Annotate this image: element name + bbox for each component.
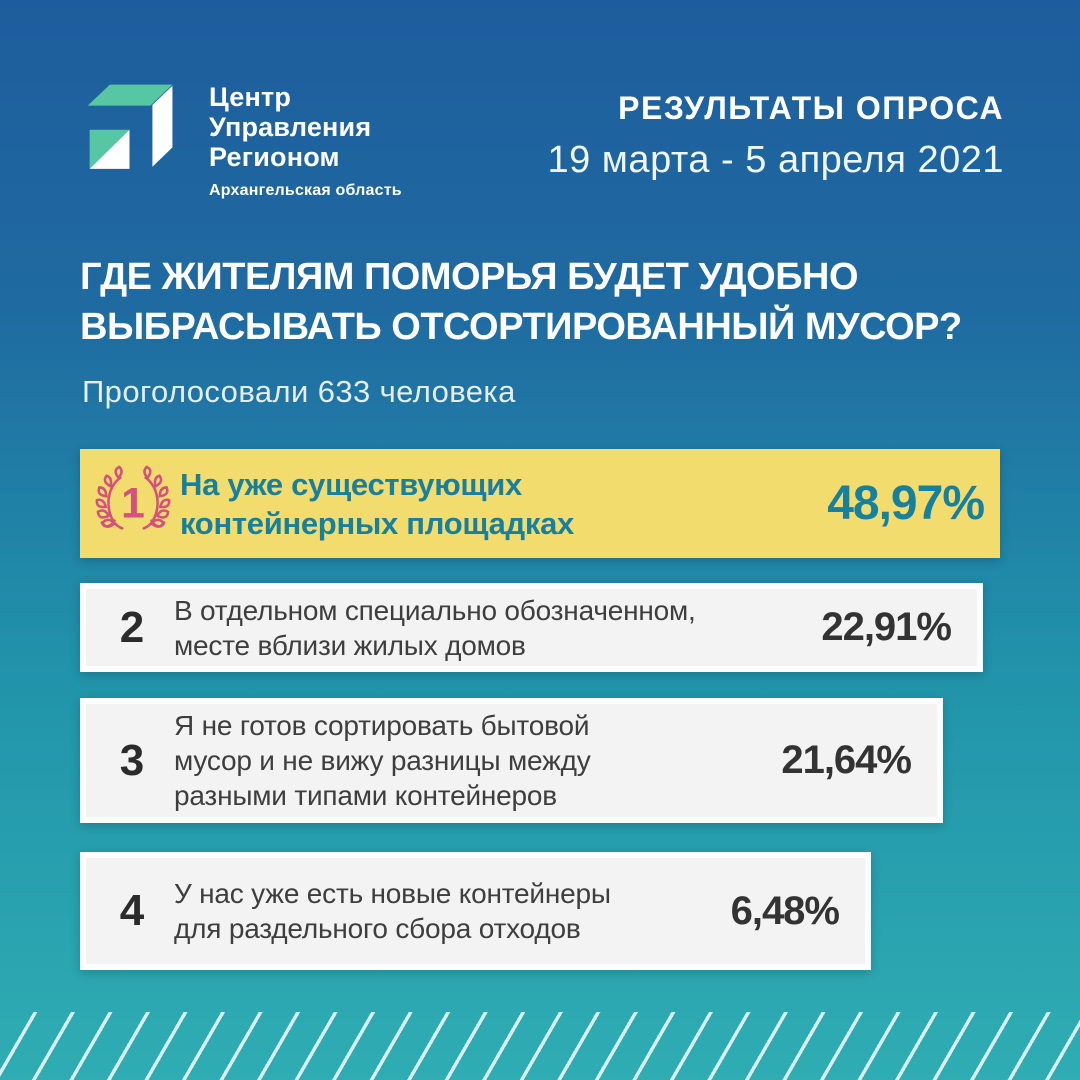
laurel-wreath-icon: 1 (95, 464, 171, 530)
result-card-3: 3 Я не готов сортировать бытовой мусор и… (80, 698, 943, 823)
rank-3-number: 3 (119, 735, 145, 785)
option-line: для раздельного сбора отходов (174, 913, 581, 944)
brand-name-line: Управления (209, 112, 372, 142)
laurel-left-branch (95, 464, 124, 530)
cur-logo-icon (87, 84, 173, 169)
survey-meta: РЕЗУЛЬТАТЫ ОПРОСА 19 марта - 5 апреля 20… (547, 90, 1004, 182)
question-line: ВЫБРАСЫВАТЬ ОТСОРТИРОВАННЫЙ МУСОР? (80, 306, 962, 348)
rank-2-number: 2 (119, 602, 145, 652)
result-card-1: 1 На уже существующих контейнерных площа… (80, 449, 1000, 558)
option-text-4: У нас уже есть новые контейнеры для разд… (174, 876, 611, 946)
question-line: ГДЕ ЖИТЕЛЯМ ПОМОРЬЯ БУДЕТ УДОБНО (80, 256, 859, 298)
laurel-right-branch (142, 464, 171, 530)
brand-text: Центр Управления Регионом Архангельская … (209, 82, 402, 200)
result-card-4: 4 У нас уже есть новые контейнеры для ра… (80, 852, 871, 970)
brand-name-line: Регионом (209, 142, 340, 172)
question-title: ГДЕ ЖИТЕЛЯМ ПОМОРЬЯ БУДЕТ УДОБНО ВЫБРАСЫ… (80, 252, 962, 352)
brand-block: Центр Управления Регионом Архангельская … (85, 80, 402, 200)
option-line: контейнерных площадках (180, 505, 574, 541)
option-line: разными типами контейнеров (174, 780, 557, 811)
percent-value-4: 6,48% (730, 888, 840, 933)
option-line: мусор и не вижу разницы между (174, 745, 591, 776)
option-text-3: Я не готов сортировать бытовой мусор и н… (174, 708, 591, 813)
option-line: У нас уже есть новые контейнеры (174, 878, 611, 909)
option-text-2: В отдельном специально обозначенном, мес… (174, 593, 696, 663)
percent-value-3: 21,64% (781, 738, 912, 782)
brand-name: Центр Управления Регионом (209, 82, 402, 172)
rank-1-number: 1 (121, 479, 145, 527)
survey-date-range: 19 марта - 5 апреля 2021 (547, 139, 1004, 181)
brand-region: Архангельская область (209, 182, 402, 199)
result-card-2: 2 В отдельном специально обозначенном, м… (80, 583, 983, 672)
option-line: В отдельном специально обозначенном, (174, 594, 696, 626)
rank-4-number: 4 (119, 886, 145, 935)
results-title: РЕЗУЛЬТАТЫ ОПРОСА (618, 90, 1004, 126)
diagonal-stripes-decoration (0, 1012, 1080, 1080)
option-text-1: На уже существующих контейнерных площадк… (180, 465, 574, 543)
percent-value-2: 22,91% (821, 605, 952, 649)
option-line: Я не готов сортировать бытовой (174, 710, 590, 741)
option-line: На уже существующих (180, 466, 522, 502)
percent-value-1: 48,97% (827, 477, 985, 530)
votes-count: Проголосовали 633 человека (82, 374, 516, 409)
brand-name-line: Центр (209, 82, 292, 112)
option-line: месте вблизи жилых домов (174, 629, 526, 661)
